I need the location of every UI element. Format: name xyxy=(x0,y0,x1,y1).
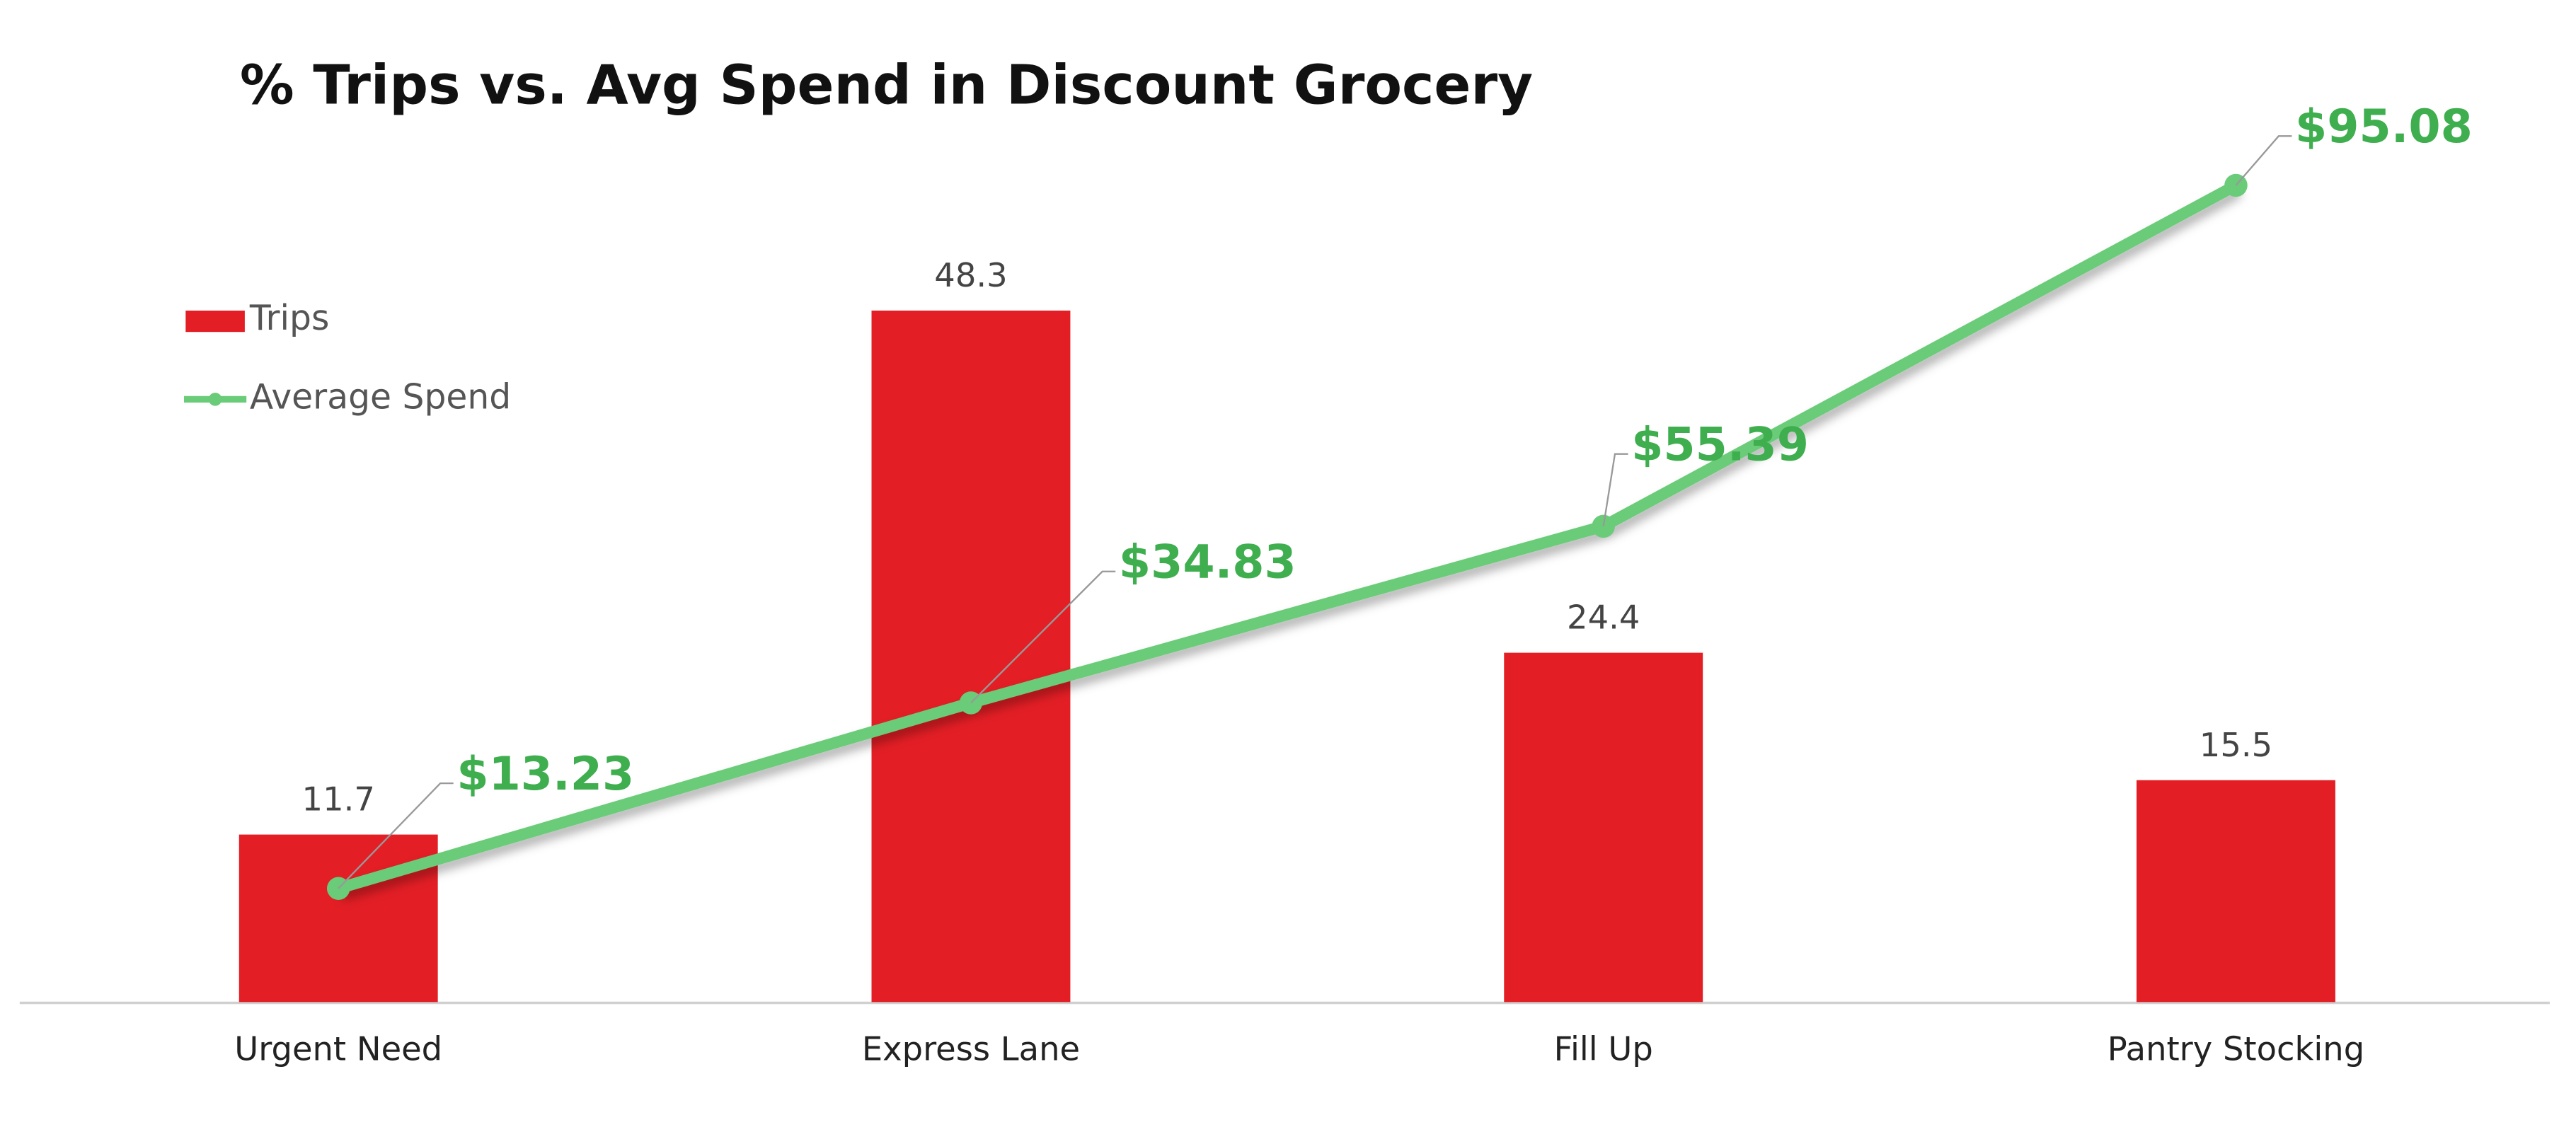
value-label: 11.7 xyxy=(302,780,375,819)
legend-swatch xyxy=(185,311,245,333)
value-label: 15.5 xyxy=(2200,726,2272,764)
bar xyxy=(1504,652,1703,1003)
legend-label: Average Spend xyxy=(250,377,511,417)
x-tick-label: Fill Up xyxy=(1554,1029,1653,1068)
bar xyxy=(871,310,1071,1003)
value-label: 24.4 xyxy=(1567,599,1640,637)
leader-line xyxy=(1602,453,1628,527)
leader-line xyxy=(970,570,1116,704)
bar xyxy=(2137,780,2335,1003)
value-label: $34.83 xyxy=(1119,536,1296,589)
legend-label: Trips xyxy=(249,299,330,338)
leader-line xyxy=(2235,135,2292,186)
x-tick-label: Pantry Stocking xyxy=(2108,1029,2364,1068)
legend-swatch xyxy=(208,393,222,406)
x-tick-label: Urgent Need xyxy=(234,1029,442,1068)
value-label: $55.39 xyxy=(1631,418,1809,471)
value-label: $13.23 xyxy=(456,748,634,801)
line xyxy=(336,180,2239,894)
bar xyxy=(238,834,438,1003)
leader-line xyxy=(338,782,454,889)
value-label: $95.08 xyxy=(2295,100,2473,154)
x-tick-label: Express Lane xyxy=(862,1029,1080,1068)
value-label: 48.3 xyxy=(934,256,1007,294)
chart-title: % Trips vs. Avg Spend in Discount Grocer… xyxy=(240,54,1533,117)
